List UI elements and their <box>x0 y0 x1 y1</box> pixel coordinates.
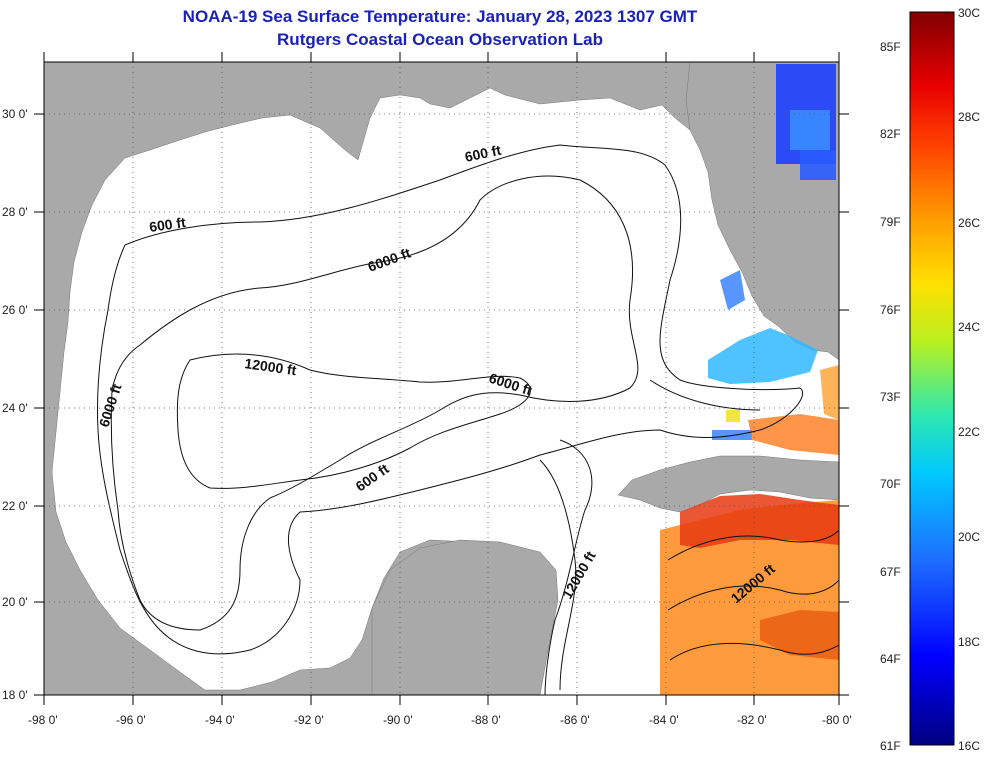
colorbar-c-label: 24C <box>958 320 980 334</box>
contour-label: 600 ft <box>463 142 502 165</box>
colorbar-c-label: 30C <box>958 6 980 20</box>
contour-6000ft-east <box>544 439 593 695</box>
colorbar-f-label: 85F <box>880 40 901 54</box>
contour-600ft <box>96 144 803 655</box>
lon-tick-label: -94 0' <box>205 713 235 727</box>
lat-tick-label: 28 0' <box>2 205 28 219</box>
lon-tick-label: -92 0' <box>294 713 324 727</box>
lon-tick-label: -82 0' <box>737 713 767 727</box>
contour-label: 600 ft <box>148 214 187 235</box>
lon-tick-label: -98 0' <box>28 713 58 727</box>
contour-caribbean <box>667 529 839 661</box>
lat-tick-label: 24 0' <box>2 401 28 415</box>
colorbar-c-label: 18C <box>958 635 980 649</box>
contour-600ft-east <box>539 459 577 691</box>
lon-tick-label: -84 0' <box>649 713 679 727</box>
lon-tick-label: -96 0' <box>116 713 146 727</box>
lat-tick-label: 30 0' <box>2 107 28 121</box>
colorbar-gradient <box>909 11 955 746</box>
colorbar-c-label: 28C <box>958 110 980 124</box>
lat-tick-label: 18 0' <box>2 688 28 702</box>
colorbar-c-label: 22C <box>958 425 980 439</box>
colorbar-f-label: 67F <box>880 565 901 579</box>
graticule <box>44 62 839 695</box>
map-frame <box>43 61 840 696</box>
colorbar-f-label: 61F <box>880 739 901 753</box>
latitude-labels: 30 0' 28 0' 26 0' 24 0' 22 0' 20 0' 18 0… <box>2 107 28 702</box>
bathymetry-contours <box>96 144 839 695</box>
colorbar-f-label: 73F <box>880 390 901 404</box>
lon-tick-label: -90 0' <box>383 713 413 727</box>
contour-12000ft-east <box>649 379 761 411</box>
longitude-labels: -98 0' -96 0' -94 0' -92 0' -90 0' -88 0… <box>28 713 852 727</box>
lon-tick-label: -88 0' <box>471 713 501 727</box>
contour-label: 12000 ft <box>244 355 298 378</box>
colorbar-f-label: 70F <box>880 477 901 491</box>
contour-6000ft <box>110 175 639 631</box>
cuba-land <box>617 455 839 513</box>
contour-12000ft <box>176 353 531 489</box>
lat-tick-label: 20 0' <box>2 595 28 609</box>
lon-tick-label: -80 0' <box>822 713 852 727</box>
lon-tick-label: -86 0' <box>560 713 590 727</box>
colorbar: 85F 82F 79F 76F 73F 70F 67F 64F 61F 30C … <box>880 6 980 753</box>
florida-sst-patch <box>708 64 836 440</box>
lat-tick-label: 22 0' <box>2 499 28 513</box>
colorbar-f-label: 64F <box>880 652 901 666</box>
colorbar-f-label: 82F <box>880 127 901 141</box>
colorbar-f-label: 79F <box>880 215 901 229</box>
colorbar-f-label: 76F <box>880 303 901 317</box>
map-subtitle: Rutgers Coastal Ocean Observation Lab <box>277 30 603 49</box>
colorbar-c-label: 20C <box>958 530 980 544</box>
yucatan-land <box>371 539 559 695</box>
lat-tick-label: 26 0' <box>2 303 28 317</box>
colorbar-c-label: 26C <box>958 216 980 230</box>
colorbar-c-label: 16C <box>958 739 980 753</box>
axis-ticks <box>34 52 849 705</box>
map-title: NOAA-19 Sea Surface Temperature: January… <box>182 7 698 26</box>
